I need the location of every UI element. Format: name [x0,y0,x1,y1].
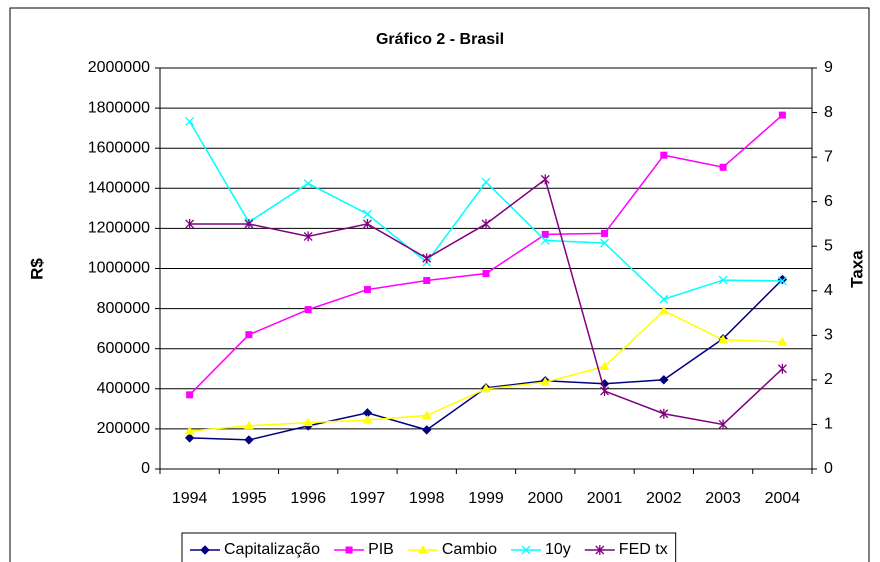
marker [244,435,254,445]
marker [658,305,669,315]
legend-label: FED tx [619,541,668,558]
x-tick-label: 2003 [705,490,741,507]
y2-tick-label: 9 [824,59,833,76]
marker [422,253,432,264]
y2-tick-label: 3 [824,327,833,344]
chart-title: Gráfico 2 - Brasil [376,31,504,48]
legend-label: Cambio [442,541,497,558]
marker [600,386,610,397]
marker [601,229,609,237]
marker [660,151,668,159]
x-tick-label: 1995 [231,490,267,507]
x-tick-label: 2000 [527,490,563,507]
marker [303,178,313,188]
marker [345,546,353,554]
marker [718,275,728,285]
marker [541,230,549,238]
marker [659,294,669,304]
marker [185,218,195,229]
marker [777,276,787,286]
marker [777,337,788,346]
marker [421,410,432,420]
marker [303,417,314,427]
marker [184,426,195,435]
marker [778,111,786,119]
y-tick-label: 1000000 [88,260,150,277]
marker [184,433,195,443]
marker [363,286,371,294]
marker [244,218,254,229]
marker [659,408,669,419]
marker [244,420,254,430]
y2-tick-label: 1 [824,416,833,433]
x-tick-label: 2004 [765,490,801,507]
y-tick-label: 200000 [97,420,150,437]
marker [600,238,610,248]
marker [482,270,490,278]
x-tick-label: 2002 [646,490,682,507]
y-tick-label: 1600000 [88,139,150,156]
y-tick-label: 600000 [97,340,150,357]
marker [540,174,550,185]
x-tick-label: 2001 [587,490,623,507]
x-tick-label: 1996 [290,490,326,507]
y2-tick-label: 2 [824,371,833,388]
legend-box [181,532,677,562]
y2-tick-label: 7 [824,148,833,165]
y-tick-label: 1400000 [88,180,150,197]
marker [481,218,491,229]
y2-tick-label: 6 [824,193,833,210]
marker [362,414,373,424]
marker [423,277,431,285]
marker [540,235,550,245]
marker [481,383,491,393]
legend-label: Capitalização [224,541,320,558]
marker [777,363,787,374]
marker [200,545,210,555]
marker [362,218,372,229]
x-tick-label: 1998 [409,490,445,507]
marker [304,306,312,314]
x-tick-label: 1999 [468,490,504,507]
marker [481,177,491,187]
marker [422,425,432,435]
y-tick-label: 0 [141,460,150,477]
x-tick-label: 1994 [172,490,208,507]
marker [362,209,372,219]
y-tick-label: 2000000 [88,59,150,76]
y2-tick-label: 4 [824,282,833,299]
marker [595,545,605,555]
marker [417,544,428,554]
y2-tick-label: 8 [824,104,833,121]
legend-label: 10y [545,541,571,558]
legend: Capitalização PIB Cambio 10y FED tx [181,532,677,562]
marker [521,545,531,555]
marker [185,117,195,126]
marker [599,361,610,371]
y-tick-label: 1200000 [88,220,150,237]
y2-axis-title: Taxa [847,250,866,288]
marker [718,334,728,344]
x-tick-label: 1997 [350,490,386,507]
y-tick-label: 400000 [97,380,150,397]
legend-label: PIB [368,541,394,558]
y2-tick-label: 0 [824,460,833,477]
y-axis-title: R$ [27,258,46,280]
y-tick-label: 1800000 [88,99,150,116]
y2-tick-label: 5 [824,237,833,254]
marker [540,377,551,386]
marker [659,375,669,385]
marker [718,419,728,430]
marker [719,163,727,171]
marker [186,391,194,399]
y-tick-label: 800000 [97,300,150,317]
marker [303,231,313,242]
marker [245,331,253,339]
